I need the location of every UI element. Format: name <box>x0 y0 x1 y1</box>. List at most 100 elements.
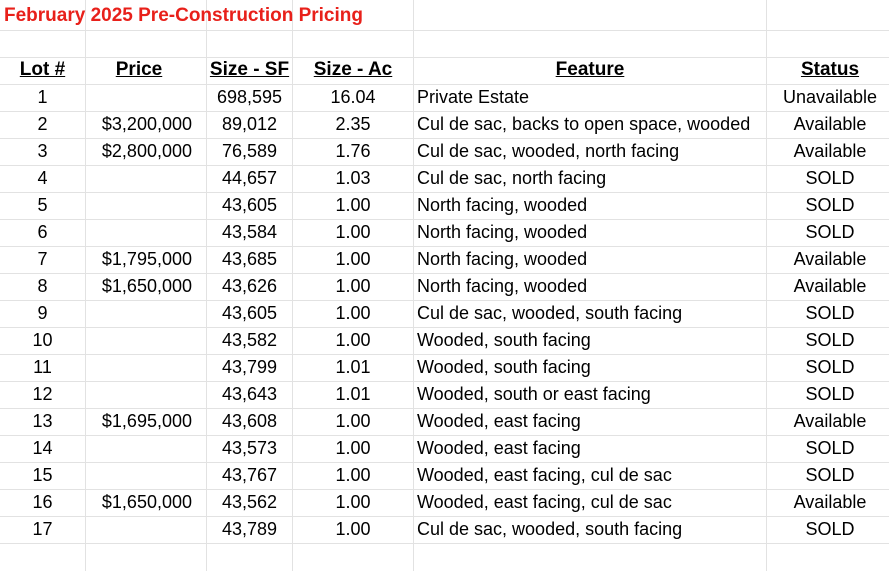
cell-status[interactable]: Unavailable <box>782 87 878 107</box>
cell-size-ac[interactable]: 1.00 <box>335 330 371 350</box>
cell-lot[interactable]: 15 <box>32 465 53 485</box>
cell-lot[interactable]: 14 <box>32 438 53 458</box>
cell-status[interactable]: SOLD <box>805 303 855 323</box>
cell-size-ac[interactable]: 1.00 <box>335 465 371 485</box>
cell-status[interactable]: Available <box>793 276 867 296</box>
cell-size-sf[interactable]: 89,012 <box>221 114 278 134</box>
cell-status[interactable]: SOLD <box>805 222 855 242</box>
cell-price[interactable] <box>86 354 192 381</box>
cell-size-sf[interactable]: 44,657 <box>221 168 278 188</box>
header-lot[interactable]: Lot # <box>19 59 66 80</box>
cell-size-sf[interactable]: 43,799 <box>221 357 278 377</box>
cell-size-sf[interactable]: 43,643 <box>221 384 278 404</box>
cell-feature[interactable]: North facing, wooded <box>417 195 588 215</box>
cell-lot[interactable]: 2 <box>37 114 48 134</box>
cell-feature[interactable]: North facing, wooded <box>417 249 588 269</box>
cell-size-ac[interactable]: 1.00 <box>335 222 371 242</box>
cell-price[interactable]: $1,650,000 <box>101 492 192 512</box>
cell-feature[interactable]: Wooded, south facing <box>417 357 591 377</box>
cell-price[interactable] <box>86 84 192 111</box>
cell-size-sf[interactable]: 43,562 <box>221 492 278 512</box>
cell-feature[interactable]: Cul de sac, wooded, south facing <box>417 519 683 539</box>
cell-feature[interactable]: Cul de sac, wooded, south facing <box>417 303 683 323</box>
cell-feature[interactable]: Wooded, east facing <box>417 411 581 431</box>
header-size-sf[interactable]: Size - SF <box>209 59 290 80</box>
cell-status[interactable]: SOLD <box>805 168 855 188</box>
cell-lot[interactable]: 8 <box>37 276 48 296</box>
cell-price[interactable]: $1,695,000 <box>101 411 192 431</box>
cell-feature[interactable]: Cul de sac, backs to open space, wooded <box>417 114 751 134</box>
cell-status[interactable]: SOLD <box>805 357 855 377</box>
cell-lot[interactable]: 4 <box>37 168 48 188</box>
cell-price[interactable]: $3,200,000 <box>101 114 192 134</box>
cell-price[interactable] <box>86 192 192 219</box>
cell-price[interactable]: $2,800,000 <box>101 141 192 161</box>
cell-size-ac[interactable]: 1.01 <box>335 384 371 404</box>
cell-price[interactable] <box>86 300 192 327</box>
cell-size-sf[interactable]: 43,685 <box>221 249 278 269</box>
cell-size-ac[interactable]: 1.00 <box>335 276 371 296</box>
cell-status[interactable]: SOLD <box>805 195 855 215</box>
cell-price[interactable]: $1,650,000 <box>101 276 192 296</box>
cell-size-ac[interactable]: 1.76 <box>335 141 371 161</box>
cell-size-ac[interactable]: 1.00 <box>335 195 371 215</box>
cell-status[interactable]: Available <box>793 492 867 512</box>
cell-price[interactable] <box>86 219 192 246</box>
cell-price[interactable] <box>86 327 192 354</box>
cell-size-sf[interactable]: 43,605 <box>221 195 278 215</box>
cell-status[interactable]: SOLD <box>805 465 855 485</box>
cell-lot[interactable]: 9 <box>37 303 48 323</box>
cell-status[interactable]: SOLD <box>805 438 855 458</box>
cell-size-ac[interactable]: 1.01 <box>335 357 371 377</box>
cell-size-ac[interactable]: 2.35 <box>335 114 371 134</box>
cell-size-sf[interactable]: 43,767 <box>221 465 278 485</box>
cell-lot[interactable]: 6 <box>37 222 48 242</box>
cell-lot[interactable]: 7 <box>37 249 48 269</box>
cell-size-ac[interactable]: 1.00 <box>335 303 371 323</box>
cell-status[interactable]: Available <box>793 249 867 269</box>
cell-feature[interactable]: Cul de sac, north facing <box>417 168 607 188</box>
cell-price[interactable]: $1,795,000 <box>101 249 192 269</box>
cell-lot[interactable]: 1 <box>37 87 48 107</box>
cell-feature[interactable]: Wooded, south facing <box>417 330 591 350</box>
cell-lot[interactable]: 5 <box>37 195 48 215</box>
cell-size-sf[interactable]: 43,573 <box>221 438 278 458</box>
cell-lot[interactable]: 11 <box>33 357 52 377</box>
header-status[interactable]: Status <box>800 59 860 80</box>
cell-lot[interactable]: 10 <box>32 330 53 350</box>
cell-size-sf[interactable]: 43,605 <box>221 303 278 323</box>
cell-size-sf[interactable]: 43,626 <box>221 276 278 296</box>
cell-size-sf[interactable]: 43,608 <box>221 411 278 431</box>
cell-price[interactable] <box>86 381 192 408</box>
cell-feature[interactable]: Cul de sac, wooded, north facing <box>417 141 680 161</box>
cell-status[interactable]: SOLD <box>805 330 855 350</box>
cell-price[interactable] <box>86 462 192 489</box>
cell-size-ac[interactable]: 1.00 <box>335 249 371 269</box>
cell-size-sf[interactable]: 43,582 <box>221 330 278 350</box>
cell-lot[interactable]: 17 <box>32 519 53 539</box>
cell-size-sf[interactable]: 43,584 <box>221 222 278 242</box>
cell-status[interactable]: SOLD <box>805 519 855 539</box>
cell-price[interactable] <box>86 516 192 543</box>
cell-size-ac[interactable]: 1.00 <box>335 492 371 512</box>
cell-status[interactable]: Available <box>793 141 867 161</box>
cell-lot[interactable]: 13 <box>32 411 53 431</box>
cell-feature[interactable]: North facing, wooded <box>417 276 588 296</box>
cell-status[interactable]: Available <box>793 114 867 134</box>
cell-status[interactable]: SOLD <box>805 384 855 404</box>
cell-price[interactable] <box>86 435 192 462</box>
cell-feature[interactable]: Private Estate <box>417 87 530 107</box>
header-feature[interactable]: Feature <box>555 59 625 80</box>
cell-feature[interactable]: North facing, wooded <box>417 222 588 242</box>
sheet-title[interactable]: February 2025 Pre-Construction Pricing <box>4 5 363 26</box>
cell-feature[interactable]: Wooded, east facing <box>417 438 581 458</box>
cell-feature[interactable]: Wooded, east facing, cul de sac <box>417 465 672 485</box>
cell-size-sf[interactable]: 76,589 <box>221 141 278 161</box>
cell-feature[interactable]: Wooded, east facing, cul de sac <box>417 492 672 512</box>
cell-status[interactable]: Available <box>793 411 867 431</box>
cell-size-sf[interactable]: 43,789 <box>221 519 278 539</box>
cell-lot[interactable]: 16 <box>32 492 53 512</box>
cell-price[interactable] <box>86 165 192 192</box>
cell-size-ac[interactable]: 1.00 <box>335 411 371 431</box>
cell-size-ac[interactable]: 16.04 <box>330 87 376 107</box>
